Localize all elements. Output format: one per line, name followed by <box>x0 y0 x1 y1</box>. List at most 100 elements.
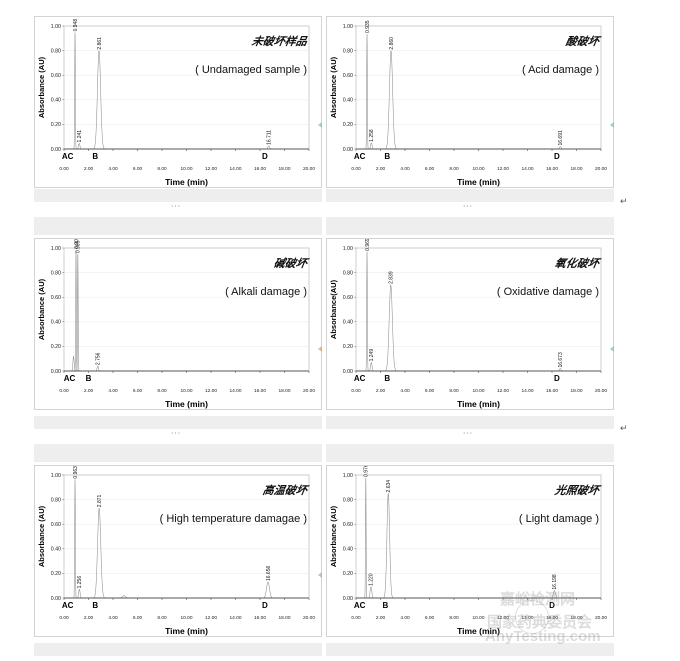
svg-text:1.00: 1.00 <box>343 246 353 252</box>
svg-text:18.00: 18.00 <box>570 166 582 172</box>
svg-text:0.963: 0.963 <box>73 466 79 479</box>
svg-text:0.60: 0.60 <box>343 522 353 528</box>
svg-text:10.00: 10.00 <box>472 166 484 172</box>
svg-text:B: B <box>86 374 92 383</box>
svg-text:0.60: 0.60 <box>51 73 61 79</box>
svg-text:D: D <box>554 152 560 161</box>
svg-text:0.00: 0.00 <box>51 147 61 153</box>
svg-text:16.00: 16.00 <box>546 166 558 172</box>
svg-text:12.00: 12.00 <box>497 166 509 172</box>
svg-text:0.40: 0.40 <box>343 320 353 326</box>
svg-text:12.00: 12.00 <box>205 615 217 621</box>
svg-text:1.00: 1.00 <box>51 473 61 479</box>
svg-text:0.00: 0.00 <box>351 615 361 621</box>
svg-text:0.40: 0.40 <box>51 320 61 326</box>
svg-text:0.00: 0.00 <box>343 596 353 602</box>
svg-text:0.40: 0.40 <box>51 98 61 104</box>
svg-text:0.20: 0.20 <box>51 571 61 577</box>
svg-text:8.00: 8.00 <box>157 166 167 172</box>
svg-text:0.80: 0.80 <box>343 497 353 503</box>
svg-text:D: D <box>554 374 560 383</box>
svg-text:18.00: 18.00 <box>570 388 582 394</box>
svg-text:20.00: 20.00 <box>595 166 607 172</box>
svg-text:16.691: 16.691 <box>558 130 564 146</box>
svg-text:B: B <box>384 152 390 161</box>
svg-text:0.948: 0.948 <box>73 19 79 32</box>
svg-text:B: B <box>92 152 98 161</box>
svg-text:0.40: 0.40 <box>343 98 353 104</box>
svg-text:AC: AC <box>354 374 366 383</box>
svg-text:10.00: 10.00 <box>472 615 484 621</box>
svg-text:16.656: 16.656 <box>266 565 272 581</box>
svg-text:0.00: 0.00 <box>51 596 61 602</box>
svg-text:0.00: 0.00 <box>351 166 361 172</box>
svg-text:0.60: 0.60 <box>343 295 353 301</box>
svg-text:2.00: 2.00 <box>84 166 94 172</box>
svg-text:0.60: 0.60 <box>51 295 61 301</box>
svg-text:6.00: 6.00 <box>133 615 143 621</box>
svg-text:20.00: 20.00 <box>303 615 315 621</box>
svg-text:6.00: 6.00 <box>425 615 435 621</box>
svg-text:6.00: 6.00 <box>133 166 143 172</box>
svg-text:14.00: 14.00 <box>521 166 533 172</box>
svg-text:0.976: 0.976 <box>364 466 370 477</box>
svg-text:8.00: 8.00 <box>449 166 459 172</box>
svg-text:14.00: 14.00 <box>521 388 533 394</box>
svg-text:18.00: 18.00 <box>278 388 290 394</box>
svg-text:0.00: 0.00 <box>59 615 69 621</box>
svg-text:8.00: 8.00 <box>157 615 167 621</box>
svg-text:1.241: 1.241 <box>77 130 83 143</box>
svg-text:2.00: 2.00 <box>84 615 94 621</box>
svg-text:1.258: 1.258 <box>369 129 375 142</box>
svg-text:1.249: 1.249 <box>369 349 375 362</box>
svg-text:1.256: 1.256 <box>77 576 83 589</box>
svg-text:14.00: 14.00 <box>229 615 241 621</box>
svg-text:AC: AC <box>64 374 76 383</box>
svg-text:10.00: 10.00 <box>180 615 192 621</box>
svg-text:10.00: 10.00 <box>180 388 192 394</box>
svg-text:0.40: 0.40 <box>51 547 61 553</box>
svg-text:Absorbance (AU): Absorbance (AU) <box>329 56 338 118</box>
svg-text:0.00: 0.00 <box>59 166 69 172</box>
svg-text:12.00: 12.00 <box>497 388 509 394</box>
svg-text:0.80: 0.80 <box>51 270 61 276</box>
svg-text:Time (min): Time (min) <box>165 626 208 636</box>
svg-text:4.00: 4.00 <box>400 166 410 172</box>
svg-text:Absorbance (AU): Absorbance (AU) <box>37 278 46 340</box>
svg-text:2.00: 2.00 <box>376 166 386 172</box>
svg-text:2.756: 2.756 <box>96 352 102 365</box>
svg-text:B: B <box>92 601 98 610</box>
svg-text:0.40: 0.40 <box>343 547 353 553</box>
svg-text:8.00: 8.00 <box>157 388 167 394</box>
svg-text:14.00: 14.00 <box>229 388 241 394</box>
svg-text:20.00: 20.00 <box>595 388 607 394</box>
svg-text:16.00: 16.00 <box>254 166 266 172</box>
svg-text:AC: AC <box>62 601 74 610</box>
svg-text:6.00: 6.00 <box>425 166 435 172</box>
svg-text:20.00: 20.00 <box>303 388 315 394</box>
svg-text:D: D <box>262 601 268 610</box>
svg-text:0.80: 0.80 <box>343 270 353 276</box>
svg-text:4.00: 4.00 <box>108 615 118 621</box>
svg-text:10.00: 10.00 <box>180 166 192 172</box>
svg-text:B: B <box>383 601 389 610</box>
svg-text:0.60: 0.60 <box>51 522 61 528</box>
svg-text:AC: AC <box>354 152 366 161</box>
svg-text:AC: AC <box>62 152 74 161</box>
svg-text:6.00: 6.00 <box>133 388 143 394</box>
svg-text:16.711: 16.711 <box>266 130 272 145</box>
svg-text:Absorbance (AU): Absorbance (AU) <box>37 505 46 567</box>
svg-text:0.20: 0.20 <box>51 122 61 128</box>
svg-text:0.935: 0.935 <box>365 20 371 33</box>
svg-text:2.839: 2.839 <box>389 271 395 284</box>
svg-text:0.80: 0.80 <box>51 48 61 54</box>
svg-text:12.00: 12.00 <box>205 166 217 172</box>
svg-text:8.00: 8.00 <box>449 388 459 394</box>
svg-text:Time (min): Time (min) <box>457 399 500 409</box>
svg-text:16.00: 16.00 <box>546 388 558 394</box>
svg-text:20.00: 20.00 <box>303 166 315 172</box>
svg-text:0.00: 0.00 <box>51 369 61 375</box>
svg-text:4.00: 4.00 <box>400 615 410 621</box>
svg-text:0.80: 0.80 <box>51 497 61 503</box>
svg-text:1.00: 1.00 <box>51 24 61 30</box>
